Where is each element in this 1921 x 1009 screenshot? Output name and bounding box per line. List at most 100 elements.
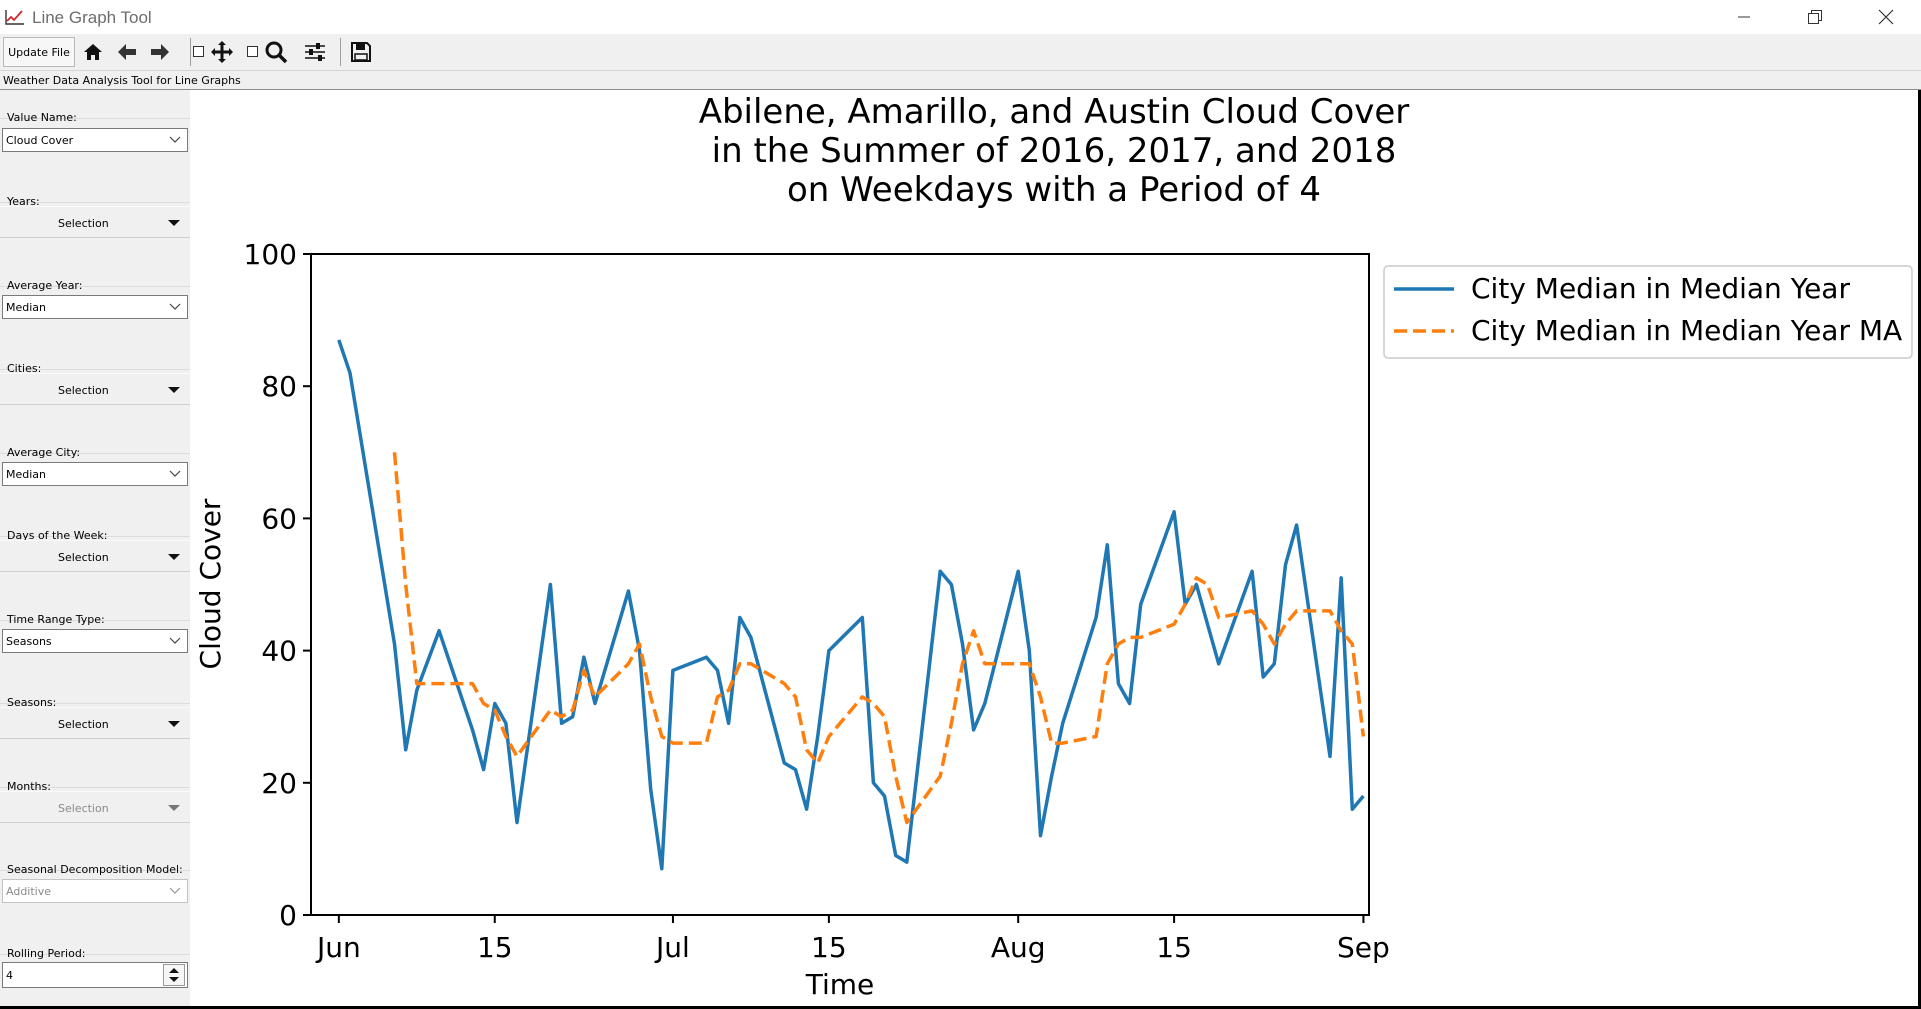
pan-checkbox[interactable] [193, 46, 204, 57]
dropdown-triangle-icon [168, 387, 180, 393]
x-tick-label: 15 [1156, 931, 1192, 964]
back-arrow-icon [118, 44, 136, 60]
toolbar: Update File [0, 34, 1921, 70]
series-line-city-median [337, 339, 1365, 871]
x-tick-label: Jun [315, 931, 361, 964]
seasonal-decomposition-dropdown[interactable]: Additive [2, 879, 188, 903]
value-name-label: Value Name: [7, 111, 77, 124]
dropdown-triangle-icon [168, 554, 180, 560]
close-button[interactable] [1857, 0, 1915, 34]
axes-frame [310, 253, 1370, 916]
chevron-down-icon [169, 136, 181, 143]
x-tick-label: Aug [991, 931, 1046, 964]
cities-label: Cities: [7, 362, 42, 375]
series-lines [337, 339, 1366, 871]
cities-selection-text: Selection [58, 384, 109, 397]
chart-title-line-1: Abilene, Amarillo, and Austin Cloud Cove… [699, 92, 1410, 132]
legend-label-series-2: City Median in Median Year MA [1471, 314, 1902, 347]
months-selection-button[interactable]: Selection [0, 791, 190, 823]
field-divider [0, 202, 190, 203]
seasonal-decomposition-value: Additive [6, 885, 51, 898]
x-tick-label: Sep [1337, 931, 1390, 964]
minimize-button[interactable] [1715, 0, 1773, 34]
months-selection-text: Selection [58, 802, 109, 815]
average-city-dropdown[interactable]: Median [2, 462, 188, 486]
line-graph-app-icon [5, 10, 24, 25]
update-file-button[interactable]: Update File [3, 37, 75, 67]
chart-legend: City Median in Median Year City Median i… [1383, 265, 1913, 359]
zoom-icon [265, 41, 288, 64]
chart-title-line-3: on Weekdays with a Period of 4 [787, 170, 1321, 210]
days-selection-text: Selection [58, 551, 109, 564]
zoom-checkbox[interactable] [247, 46, 258, 57]
restore-button[interactable] [1786, 0, 1844, 34]
status-bar: Weather Data Analysis Tool for Line Grap… [0, 70, 1921, 90]
save-icon [351, 42, 371, 62]
seasons-selection-button[interactable]: Selection [0, 707, 190, 739]
window-edge [0, 1006, 1921, 1009]
dropdown-triangle-icon [168, 220, 180, 226]
days-of-week-label: Days of the Week: [7, 529, 108, 542]
configure-subplots-button[interactable] [301, 37, 329, 67]
title-bar: Line Graph Tool [0, 0, 1921, 34]
y-axis-ticks: 0 20 40 60 80 100 [244, 238, 311, 932]
series-line-moving-average [392, 452, 1366, 825]
minimize-icon [1738, 16, 1750, 18]
field-divider [0, 703, 190, 704]
line-chart: Abilene, Amarillo, and Austin Cloud Cove… [194, 92, 1913, 1001]
time-range-type-label: Time Range Type: [7, 613, 105, 626]
window-title: Line Graph Tool [32, 8, 152, 27]
forward-button[interactable] [146, 37, 174, 67]
rolling-period-spinbox[interactable]: 4 [2, 962, 188, 988]
field-divider [0, 286, 190, 287]
seasons-label: Seasons: [7, 696, 57, 709]
legend-frame [1383, 265, 1913, 359]
value-name-dropdown[interactable]: Cloud Cover [2, 128, 188, 152]
years-selection-button[interactable]: Selection [0, 206, 190, 238]
save-button[interactable] [347, 37, 375, 67]
dropdown-triangle-icon [168, 721, 180, 727]
y-axis-label: Cloud Cover [194, 498, 227, 669]
years-selection-text: Selection [58, 217, 109, 230]
spin-up-down-icon [169, 968, 179, 982]
field-divider [0, 954, 190, 955]
plot-canvas[interactable]: Abilene, Amarillo, and Austin Cloud Cove… [190, 90, 1921, 1009]
years-label: Years: [7, 195, 40, 208]
y-tick-label: 40 [261, 635, 297, 668]
restore-icon [1808, 10, 1822, 24]
home-button[interactable] [79, 37, 107, 67]
options-sidebar: Value Name: Cloud Cover Years: Selection… [0, 90, 190, 1009]
back-button[interactable] [113, 37, 141, 67]
chevron-down-icon [169, 470, 181, 477]
field-divider [0, 453, 190, 454]
x-tick-label: 15 [477, 931, 513, 964]
spinbox-arrows[interactable] [163, 964, 185, 986]
average-year-value: Median [6, 301, 47, 314]
average-year-label: Average Year: [7, 279, 83, 292]
field-divider [0, 787, 190, 788]
y-tick-label: 100 [244, 238, 297, 271]
chevron-down-icon [169, 887, 181, 894]
average-year-dropdown[interactable]: Median [2, 295, 188, 319]
x-tick-label: Jul [654, 931, 690, 964]
toolbar-separator [340, 38, 341, 66]
field-divider [0, 870, 190, 871]
x-axis-ticks: Jun 15 Jul 15 Aug 15 Sep [315, 915, 1390, 964]
cities-selection-button[interactable]: Selection [0, 373, 190, 405]
x-axis-label: Time [805, 968, 875, 1001]
x-tick-label: 15 [811, 931, 847, 964]
pan-button[interactable] [208, 37, 236, 67]
rolling-period-label: Rolling Period: [7, 947, 86, 960]
chart-title-line-2: in the Summer of 2016, 2017, and 2018 [712, 131, 1397, 171]
seasons-selection-text: Selection [58, 718, 109, 731]
toolbar-separator [190, 38, 191, 66]
window-edge [1918, 90, 1921, 1009]
zoom-button[interactable] [262, 37, 290, 67]
time-range-type-dropdown[interactable]: Seasons [2, 629, 188, 653]
forward-arrow-icon [151, 44, 169, 60]
dropdown-triangle-icon [168, 805, 180, 811]
y-tick-label: 0 [279, 899, 297, 932]
legend-label-series-1: City Median in Median Year [1471, 272, 1850, 305]
days-selection-button[interactable]: Selection [0, 540, 190, 572]
chevron-down-icon [169, 637, 181, 644]
